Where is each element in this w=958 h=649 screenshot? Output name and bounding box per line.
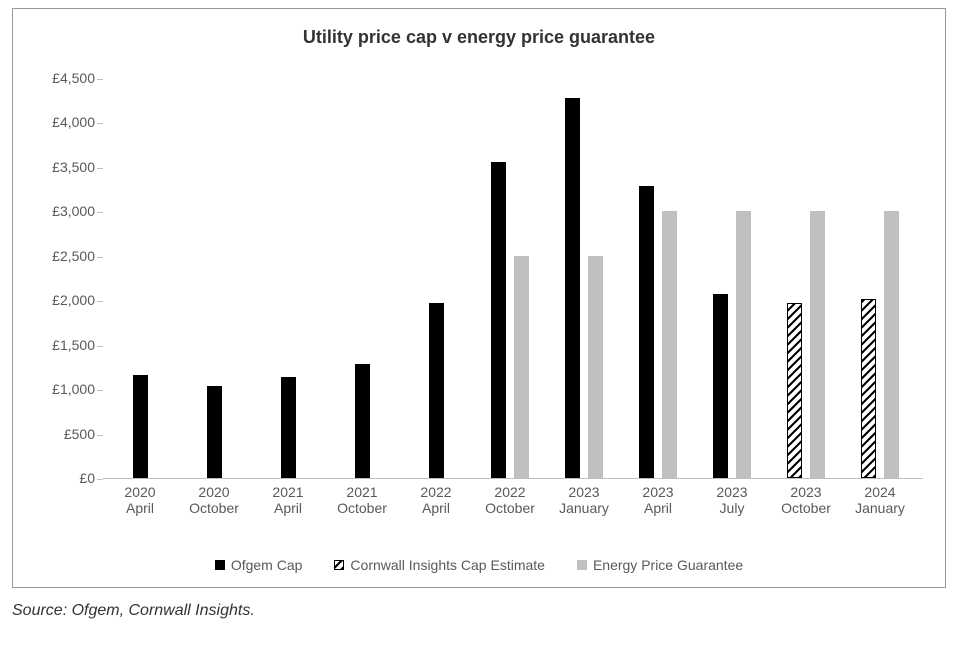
- y-tick-label: £3,000: [33, 203, 95, 219]
- x-axis-label: 2023October: [781, 484, 831, 516]
- y-tick-mark: [97, 301, 103, 302]
- x-axis-label: 2023January: [559, 484, 609, 516]
- bar-ofgem: [355, 364, 370, 478]
- plot-area: £0£500£1,000£1,500£2,000£2,500£3,000£3,5…: [103, 79, 923, 479]
- bar-ofgem: [639, 186, 654, 478]
- bar-cornwall: [787, 303, 802, 478]
- legend-label-ofgem: Ofgem Cap: [231, 557, 303, 573]
- legend-item-ofgem: Ofgem Cap: [215, 557, 303, 573]
- y-tick-mark: [97, 79, 103, 80]
- x-axis-label: 2023July: [716, 484, 747, 516]
- legend-swatch-epg: [577, 560, 587, 570]
- bar-epg: [588, 256, 603, 478]
- bar-epg: [662, 211, 677, 478]
- bar-ofgem: [281, 377, 296, 478]
- y-tick-mark: [97, 212, 103, 213]
- x-axis-label: 2021October: [337, 484, 387, 516]
- legend-swatch-cornwall: [334, 560, 344, 570]
- bar-epg: [810, 211, 825, 478]
- chart-frame: Utility price cap v energy price guarant…: [12, 8, 946, 588]
- y-tick-mark: [97, 346, 103, 347]
- source-attribution: Source: Ofgem, Cornwall Insights.: [12, 602, 946, 620]
- bar-epg: [514, 256, 529, 478]
- bar-ofgem: [133, 375, 148, 478]
- legend-swatch-ofgem: [215, 560, 225, 570]
- y-tick-mark: [97, 168, 103, 169]
- x-axis-label: 2022April: [420, 484, 451, 516]
- bar-epg: [884, 211, 899, 478]
- y-tick-label: £1,500: [33, 337, 95, 353]
- bar-ofgem: [429, 303, 444, 478]
- y-tick-label: £4,000: [33, 114, 95, 130]
- y-tick-mark: [97, 257, 103, 258]
- y-tick-label: £2,500: [33, 248, 95, 264]
- x-axis-label: 2020April: [124, 484, 155, 516]
- legend-item-epg: Energy Price Guarantee: [577, 557, 743, 573]
- x-axis-label: 2020October: [189, 484, 239, 516]
- y-tick-mark: [97, 123, 103, 124]
- bar-ofgem: [713, 294, 728, 478]
- x-axis-label: 2023April: [642, 484, 673, 516]
- bar-ofgem: [207, 386, 222, 478]
- x-axis-label: 2024January: [855, 484, 905, 516]
- y-tick-label: £4,500: [33, 70, 95, 86]
- y-tick-label: £2,000: [33, 292, 95, 308]
- y-tick-label: £3,500: [33, 159, 95, 175]
- bar-ofgem: [565, 98, 580, 478]
- y-tick-mark: [97, 390, 103, 391]
- x-axis-label: 2022October: [485, 484, 535, 516]
- legend-label-cornwall: Cornwall Insights Cap Estimate: [350, 557, 545, 573]
- y-tick-label: £0: [33, 470, 95, 486]
- y-tick-mark: [97, 435, 103, 436]
- bar-cornwall: [861, 299, 876, 478]
- y-tick-label: £1,000: [33, 381, 95, 397]
- legend: Ofgem Cap Cornwall Insights Cap Estimate…: [13, 557, 945, 573]
- y-tick-label: £500: [33, 426, 95, 442]
- legend-item-cornwall: Cornwall Insights Cap Estimate: [334, 557, 545, 573]
- x-axis-label: 2021April: [272, 484, 303, 516]
- bar-epg: [736, 211, 751, 478]
- legend-label-epg: Energy Price Guarantee: [593, 557, 743, 573]
- bar-ofgem: [491, 162, 506, 478]
- chart-title: Utility price cap v energy price guarant…: [13, 9, 945, 48]
- y-tick-mark: [97, 479, 103, 480]
